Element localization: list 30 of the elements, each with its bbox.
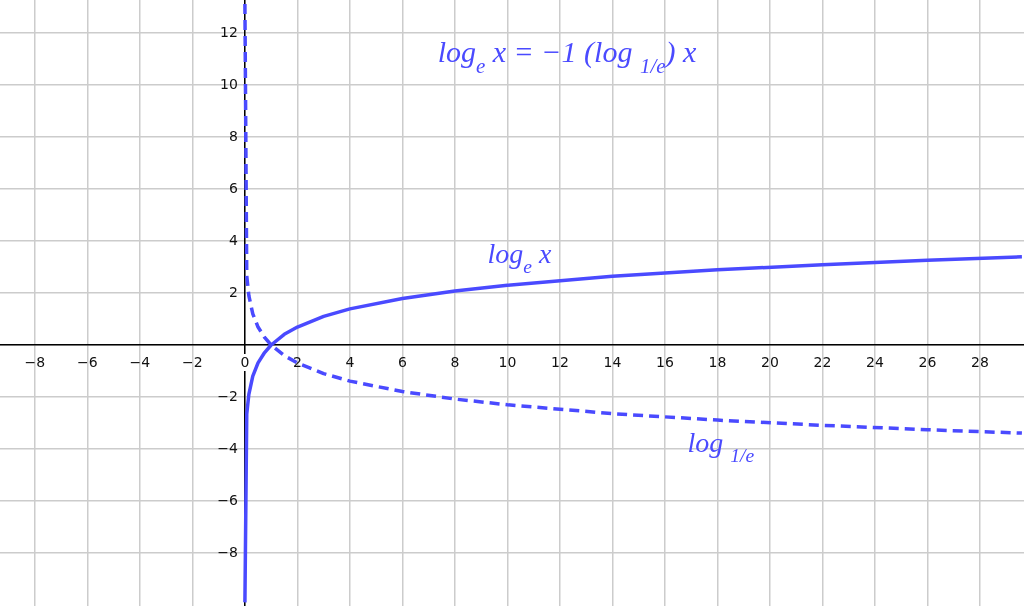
x-tick-label: 4	[345, 353, 355, 370]
x-tick-label: 6	[397, 353, 407, 370]
y-tick-label: −4	[217, 439, 238, 456]
x-tick-label: −8	[24, 353, 46, 370]
x-tick-label: 10	[498, 353, 517, 370]
x-tick-label: −2	[182, 353, 203, 370]
x-tick-label: 2	[292, 353, 302, 370]
x-tick-label: 28	[970, 353, 989, 370]
x-tick-label: −6	[77, 353, 98, 370]
x-tick-label: 0	[240, 353, 250, 370]
y-tick-label: 2	[228, 283, 238, 300]
x-tick-label: 20	[760, 353, 779, 370]
y-tick-label: −8	[217, 543, 238, 560]
x-tick-label: 16	[655, 353, 674, 370]
y-tick-label: 10	[220, 75, 238, 92]
x-tick-label: 18	[708, 353, 727, 370]
y-tick-label: 4	[228, 231, 238, 248]
y-tick-label: 8	[228, 127, 238, 144]
x-tick-label: 26	[918, 353, 937, 370]
x-tick-label: 8	[450, 353, 460, 370]
series-label: log 1/e	[687, 427, 755, 466]
y-tick-label: −6	[217, 491, 238, 508]
x-tick-label: 12	[550, 353, 569, 370]
x-tick-label: 14	[603, 353, 622, 370]
y-tick-label: 6	[228, 179, 238, 196]
y-tick-label: −2	[217, 387, 238, 404]
x-tick-label: 22	[813, 353, 832, 370]
x-tick-label: −4	[129, 353, 151, 370]
x-tick-label: 24	[865, 353, 884, 370]
y-tick-label: 12	[220, 23, 238, 40]
